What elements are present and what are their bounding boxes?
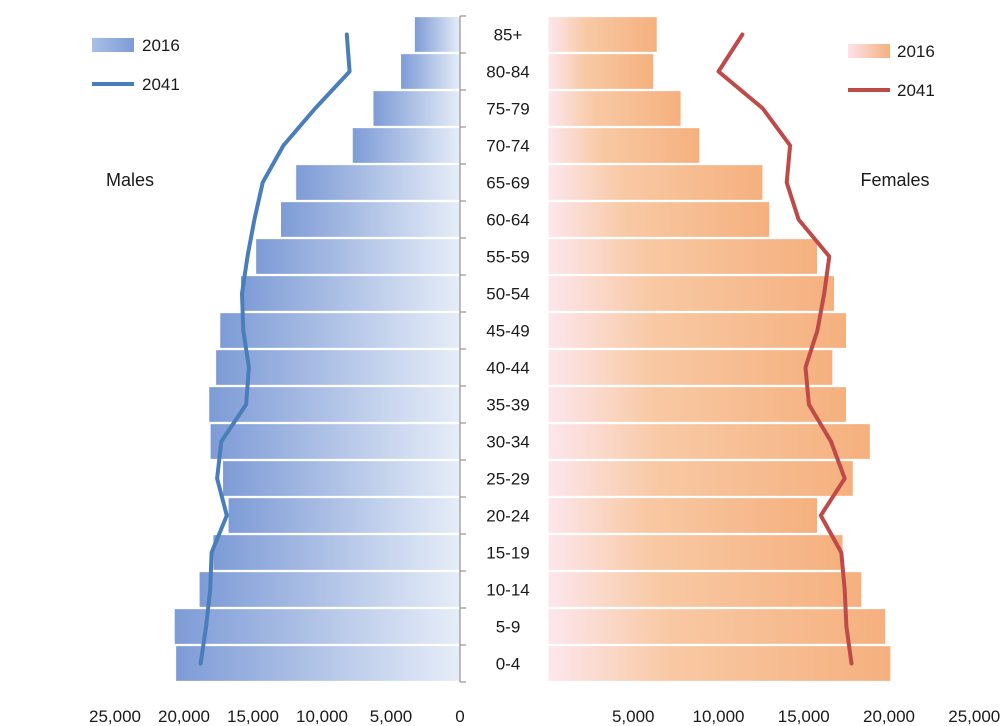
male-bar-30-34 xyxy=(209,423,461,460)
male-bar-70-74 xyxy=(351,127,461,164)
age-label-10-14: 10-14 xyxy=(486,581,529,600)
female-bar-25-29 xyxy=(547,460,854,497)
age-label-75-79: 75-79 xyxy=(486,100,529,119)
age-label-20-24: 20-24 xyxy=(486,507,529,526)
age-group-labels: 0-4 5-9 10-14 15-19 20-24 25-29 30-34 35-39 40-4… xyxy=(486,26,529,674)
male-bar-75-79 xyxy=(372,90,461,127)
female-bar-80-84 xyxy=(547,53,655,90)
female-bar-5-9 xyxy=(547,608,886,645)
male-x-tick-label: 25,000 xyxy=(89,707,141,726)
male-bar-0-4 xyxy=(175,645,461,682)
age-label-65-69: 65-69 xyxy=(486,174,529,193)
female-x-tick-label: 20,000 xyxy=(863,707,915,726)
female-bar-50-54 xyxy=(547,275,835,312)
female-bar-60-64 xyxy=(547,201,771,238)
age-label-45-49: 45-49 xyxy=(486,322,529,341)
male-x-tick-label: 0 xyxy=(455,707,464,726)
male-x-tick-label: 5,000 xyxy=(370,707,413,726)
male-bar-60-64 xyxy=(280,201,461,238)
male-bar-20-24 xyxy=(227,497,461,534)
male-bar-80-84 xyxy=(400,53,461,90)
female-bar-85+ xyxy=(547,16,658,53)
age-label-5-9: 5-9 xyxy=(496,618,521,637)
females-2016-bars xyxy=(547,16,892,682)
male-bar-25-29 xyxy=(222,460,461,497)
males-2016-bars xyxy=(173,16,461,682)
male-bar-10-14 xyxy=(198,571,461,608)
age-label-70-74: 70-74 xyxy=(486,137,529,156)
male-bar-50-54 xyxy=(240,275,461,312)
female-bar-15-19 xyxy=(547,534,844,571)
female-bar-35-39 xyxy=(547,386,847,423)
female-x-tick-label: 5,000 xyxy=(612,707,655,726)
male-x-tick-label: 10,000 xyxy=(296,707,348,726)
female-bar-65-69 xyxy=(547,164,764,201)
females-2041-line xyxy=(716,32,854,666)
female-bar-70-74 xyxy=(547,127,701,164)
age-label-30-34: 30-34 xyxy=(486,433,529,452)
male-bar-55-59 xyxy=(255,238,461,275)
female-x-tick-label: 15,000 xyxy=(778,707,830,726)
males-label: Males xyxy=(106,170,154,190)
male-x-tick-label: 15,000 xyxy=(227,707,279,726)
female-bar-75-79 xyxy=(547,90,682,127)
males-legend-2016-label: 2016 xyxy=(142,36,180,55)
age-label-15-19: 15-19 xyxy=(486,544,529,563)
male-bar-85+ xyxy=(414,16,461,53)
females-legend-2016-label: 2016 xyxy=(897,42,935,61)
male-x-tick-label: 20,000 xyxy=(158,707,210,726)
age-label-50-54: 50-54 xyxy=(486,285,529,304)
age-label-55-59: 55-59 xyxy=(486,248,529,267)
age-label-80-84: 80-84 xyxy=(486,63,529,82)
male-bar-5-9 xyxy=(173,608,461,645)
male-bar-45-49 xyxy=(219,312,461,349)
females-legend: 2016 2041 xyxy=(848,42,935,100)
males-panel: 25,000 20,000 15,000 10,000 5,000 0 Males 201… xyxy=(89,15,466,726)
male-bar-40-44 xyxy=(215,349,461,386)
age-label-35-39: 35-39 xyxy=(486,396,529,415)
age-label-25-29: 25-29 xyxy=(486,470,529,489)
males-axis-ticks: 25,000 20,000 15,000 10,000 5,000 0 xyxy=(89,15,466,726)
female-bar-0-4 xyxy=(547,645,892,682)
females-legend-2016-swatch xyxy=(848,44,890,58)
female-x-tick-label: 10,000 xyxy=(693,707,745,726)
female-bar-20-24 xyxy=(547,497,818,534)
age-label-0-4: 0-4 xyxy=(496,655,521,674)
females-legend-2041-label: 2041 xyxy=(897,81,935,100)
female-bar-10-14 xyxy=(547,571,863,608)
age-label-40-44: 40-44 xyxy=(486,359,529,378)
female-x-tick-label: 25,000 xyxy=(948,707,1000,726)
females-label: Females xyxy=(860,170,929,190)
female-bar-45-49 xyxy=(547,312,847,349)
males-2041-line xyxy=(198,32,352,666)
females-axis-ticks: 5,000 10,000 15,000 20,000 25,000 xyxy=(612,707,1000,726)
males-legend: 2016 2041 xyxy=(92,36,180,94)
male-bar-15-19 xyxy=(212,534,461,571)
age-label-60-64: 60-64 xyxy=(486,211,529,230)
age-label-85+: 85+ xyxy=(494,26,523,45)
female-bar-40-44 xyxy=(547,349,834,386)
male-bar-35-39 xyxy=(208,386,461,423)
females-panel: 5,000 10,000 15,000 20,000 25,000 Females 20… xyxy=(547,16,1000,726)
female-bar-30-34 xyxy=(547,423,871,460)
males-legend-2041-label: 2041 xyxy=(142,75,180,94)
female-bar-55-59 xyxy=(547,238,818,275)
males-legend-2016-swatch xyxy=(92,38,134,52)
male-bar-65-69 xyxy=(295,164,461,201)
